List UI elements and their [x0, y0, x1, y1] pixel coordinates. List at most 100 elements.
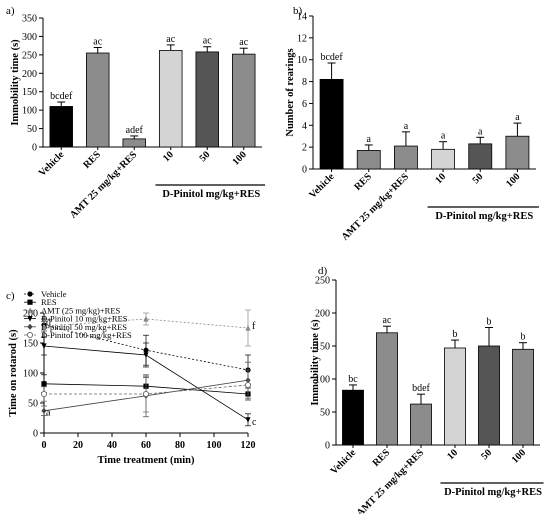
panel-0: a) 0 50 100 150 200 250 300 350 Immobility time (… [6, 5, 266, 221]
bar-3 [159, 50, 183, 148]
data-point-2-0 [41, 323, 47, 329]
legend-marker-3 [27, 316, 33, 322]
panel-1: b) 0 2 4 6 8 10 12 14 Number of rearings bcdef Vehi… [285, 5, 539, 243]
data-point-3-2 [245, 417, 251, 423]
x-tick-label-4: 50 [198, 149, 213, 164]
series-5 [40, 369, 252, 413]
x-tick-label-0: Vehicle [329, 447, 359, 477]
y-tick-label-0-7: 350 [22, 14, 37, 25]
bar-4 [478, 345, 500, 446]
data-point-3-1 [143, 352, 149, 359]
legend-marker-0 [27, 291, 33, 297]
bar-annotation-4: b [487, 317, 492, 328]
x-tick-label-3: 10 [433, 171, 448, 186]
bar-annotation-4: ac [203, 36, 212, 47]
bar-2 [393, 145, 418, 170]
bar-annotation-5: ac [239, 37, 248, 48]
bar-annotation-1: ac [93, 36, 102, 47]
legend-entry-5: D-Pinitol 100 mg/kg+RES [41, 330, 132, 340]
bar-3 [431, 148, 456, 170]
y-tick-label-3-1: 50 [320, 408, 330, 419]
series-2 [41, 309, 251, 347]
x-tick-label-1: RES [352, 171, 374, 193]
y-axis-label: Immobility time (s) [10, 39, 21, 126]
bar-annotation-0: bcdef [320, 52, 343, 63]
x-tick-label-5: 100 [207, 440, 222, 451]
x-tick-label-6: 120 [241, 440, 256, 451]
y-tick-label-0-4: 200 [22, 69, 37, 80]
legend-marker-2 [27, 307, 33, 313]
y-tick-label-3-5: 250 [315, 276, 330, 287]
series-3 [41, 336, 251, 427]
legend-marker-4 [27, 323, 33, 330]
x-tick-label-1: RES [371, 447, 393, 469]
bar-2 [410, 403, 432, 446]
x-tick-label-0: Vehicle [307, 171, 337, 201]
bar-0 [49, 106, 73, 148]
y-tick-label-2-0: 0 [33, 429, 38, 440]
y-tick-label-1-2: 4 [302, 121, 307, 132]
bar-annotation-0: bc [348, 374, 358, 385]
panel-label: b) [293, 5, 303, 17]
y-tick-label-2-2: 100 [23, 369, 38, 380]
x-tick-label-1: RES [81, 149, 103, 171]
bar-2 [122, 138, 146, 148]
x-tick-label-3: 10 [445, 447, 460, 462]
bar-annotation-0: bcdef [50, 91, 73, 102]
y-tick-label-3-2: 100 [315, 375, 330, 386]
data-point-2-1 [143, 315, 149, 322]
x-tick-label-3: 10 [161, 149, 176, 164]
data-point-3-0 [41, 343, 47, 350]
bar-annotation-1: a [367, 134, 372, 145]
panel-2: c) 0 50 100 150 200 Time on rotarod (s) 0 20 40 60… [6, 289, 257, 466]
x-tick-label-5: 100 [230, 149, 248, 167]
legend-entry-4: D-pinitol 50 mg/kg+RES [41, 322, 127, 332]
bar-3 [444, 347, 466, 446]
y-tick-label-1-7: 14 [297, 12, 307, 23]
bar-4 [468, 143, 493, 170]
point-annotation-2: f [252, 321, 256, 332]
data-point-5-1 [142, 390, 150, 398]
bar-5 [505, 135, 530, 170]
group-label: D-Pinitol mg/kg+RES [162, 189, 260, 200]
panel-label: c) [6, 290, 15, 302]
legend-entry-3: D-Pinitol 10 mg/kg+RES [41, 314, 128, 324]
point-annotation-0: d [46, 318, 51, 329]
x-tick-label-4: 50 [479, 447, 494, 462]
y-tick-label-1-6: 12 [297, 33, 307, 44]
x-tick-label-2: AMT 25 mg/kg+RES [355, 447, 427, 514]
legend-entry-1: RES [41, 297, 57, 307]
x-tick-label-3: 60 [141, 440, 151, 451]
x-tick-label-4: 50 [471, 171, 486, 186]
x-axis-label: Time treatment (min) [97, 455, 195, 466]
data-point-5-0 [40, 390, 48, 398]
point-annotation-1: a [46, 408, 51, 419]
y-tick-label-2-1: 50 [28, 399, 38, 410]
y-tick-label-2-3: 150 [23, 339, 38, 350]
y-axis-label: Immobility time (s) [310, 319, 321, 406]
bar-annotation-4: a [478, 126, 483, 137]
bar-5 [512, 348, 534, 446]
bar-annotation-2: bdef [412, 383, 430, 394]
y-tick-label-0-6: 300 [22, 32, 37, 43]
bar-1 [86, 52, 110, 148]
bar-annotation-5: a [515, 112, 520, 123]
y-tick-label-0-5: 250 [22, 50, 37, 61]
data-point-2-2 [245, 324, 251, 331]
x-tick-label-2: AMT 25 mg/kg+RES [68, 149, 140, 221]
panel-label: d) [318, 265, 328, 277]
y-tick-label-0-2: 100 [22, 106, 37, 117]
data-point-5-2 [244, 381, 252, 389]
bar-annotation-2: a [404, 121, 409, 132]
legend-entry-0: Vehicle [41, 289, 67, 299]
bar-4 [195, 51, 219, 148]
bar-annotation-3: ac [166, 34, 175, 45]
legend-entry-2: AMT (25 mg/kg)+RES [41, 305, 121, 315]
panel-3: d) 0 50 100 150 200 250 Immobility time (s) bc Ve… [310, 265, 544, 514]
bar-0 [342, 389, 364, 446]
data-point-4-0 [41, 407, 47, 414]
x-tick-label-2: AMT 25 mg/kg+RES [340, 171, 412, 243]
group-label: D-Pinitol mg/kg+RES [435, 211, 533, 222]
legend-marker-5 [26, 331, 34, 339]
